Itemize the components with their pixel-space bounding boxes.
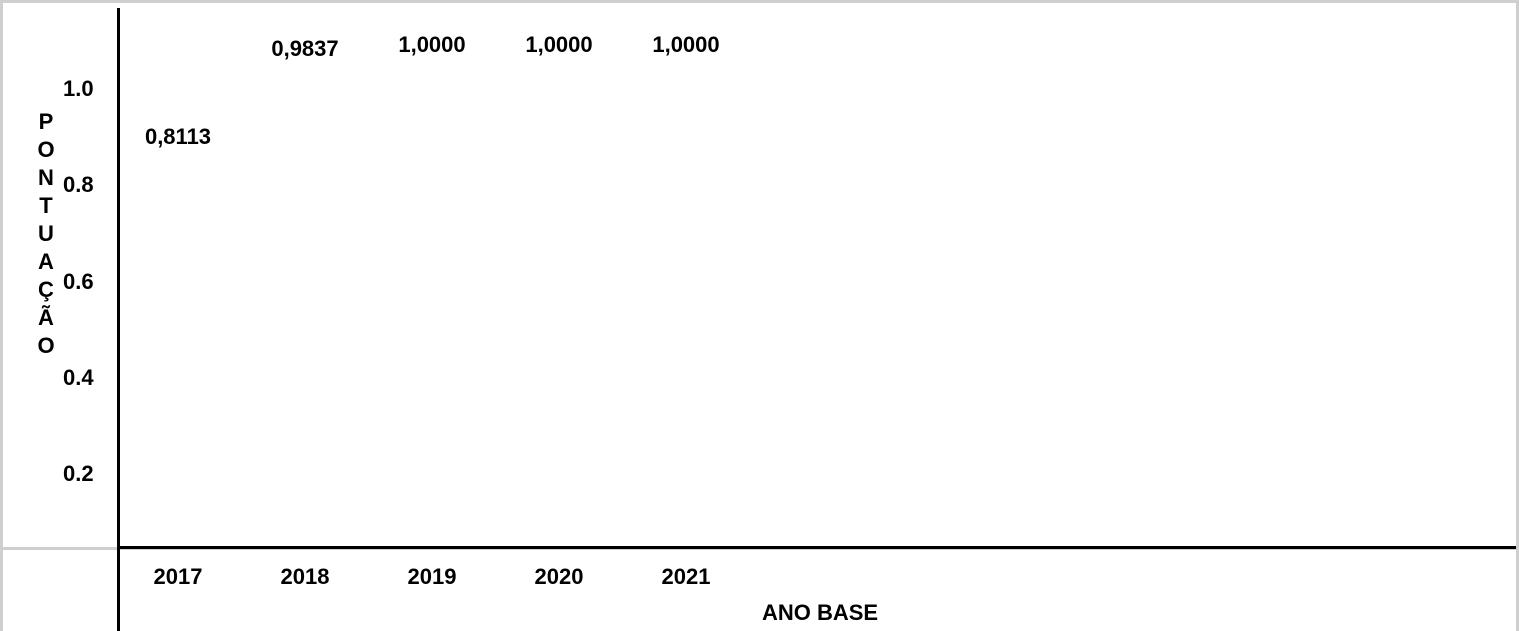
y-axis-title-letter: U [38, 221, 54, 246]
y-tick-label: 0.8 [63, 172, 94, 198]
x-tick-label: 2019 [407, 564, 457, 589]
y-axis-title-letter: N [38, 165, 54, 190]
data-label: 0,9837 [271, 36, 339, 61]
frame-border-right [1516, 0, 1519, 631]
y-axis-title-letter: Ç [38, 277, 54, 302]
data-label: 1,0000 [652, 32, 720, 57]
x-axis-line [117, 546, 1516, 549]
bar [265, 136, 345, 546]
y-axis-title-letter: Ã [38, 305, 54, 330]
y-axis-title-letter: P [38, 109, 54, 134]
frame-border-top [0, 0, 1519, 3]
data-label: 1,0000 [525, 32, 593, 57]
bar [138, 219, 218, 546]
bar [519, 129, 599, 546]
y-axis-title-letter: A [38, 249, 54, 274]
y-axis-title-letter: O [37, 137, 55, 162]
x-tick-label: 2017 [153, 564, 203, 589]
y-axis-title-letter: T [39, 193, 53, 218]
y-tick-label: 0.2 [63, 461, 94, 486]
data-label: 1,0000 [398, 32, 466, 57]
data-label: 0,8113 [144, 124, 212, 149]
x-tick-label: 2021 [661, 564, 711, 589]
y-axis-line [117, 8, 120, 631]
y-axis-title-letter: O [37, 333, 55, 358]
y-tick-label: 0.6 [63, 268, 94, 294]
bar [646, 129, 726, 546]
x-tick-label: 2020 [534, 564, 584, 589]
x-axis-title: ANO BASE [761, 600, 879, 625]
y-tick-label: 0.4 [63, 364, 94, 390]
y-tick-label: 1.0 [63, 76, 94, 101]
frame-border-left [0, 0, 3, 631]
x-tick-label: 2018 [280, 564, 330, 589]
bar [392, 129, 472, 546]
